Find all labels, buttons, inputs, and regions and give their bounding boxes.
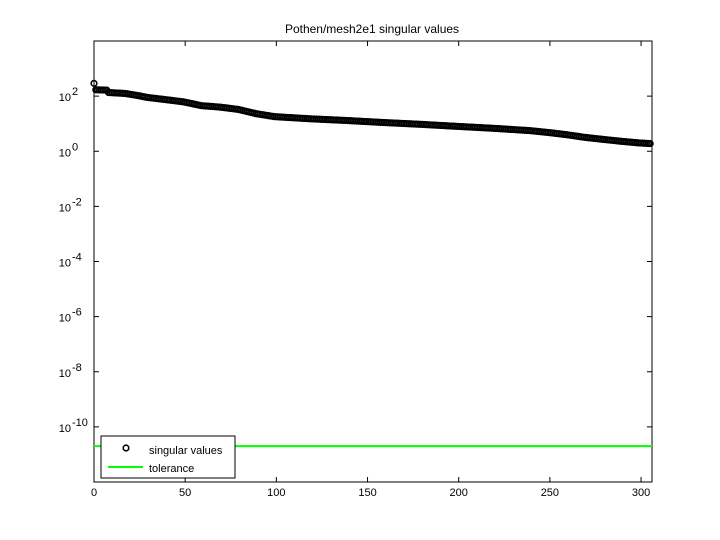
y-tick-exponent: -6 bbox=[72, 307, 82, 319]
y-tick-exponent: -4 bbox=[72, 252, 82, 264]
x-tick-label: 50 bbox=[179, 487, 191, 499]
y-tick-label: 10 bbox=[59, 368, 71, 380]
legend-box bbox=[100, 435, 236, 479]
y-tick-exponent: 2 bbox=[72, 86, 78, 98]
y-tick-label: 10 bbox=[59, 313, 71, 325]
y-tick-label: 10 bbox=[59, 423, 71, 435]
x-tick-label: 300 bbox=[632, 487, 650, 499]
y-tick-label: 10 bbox=[59, 202, 71, 214]
legend-label-singular-values: singular values bbox=[149, 445, 223, 457]
y-tick-exponent: -2 bbox=[72, 196, 82, 208]
plot-frame bbox=[93, 40, 653, 483]
legend: singular values tolerance bbox=[100, 435, 236, 479]
y-tick-label: 10 bbox=[59, 92, 71, 104]
y-tick-exponent: 0 bbox=[72, 141, 78, 153]
x-tick-label: 250 bbox=[541, 487, 559, 499]
singular-value-point bbox=[646, 139, 654, 148]
legend-marker-singular-values bbox=[122, 444, 130, 452]
y-tick-exponent: -8 bbox=[72, 362, 82, 374]
x-axis: 0 50 100 150 200 250 300 bbox=[91, 41, 650, 499]
legend-label-tolerance: tolerance bbox=[149, 463, 194, 475]
y-tick-label: 10 bbox=[59, 258, 71, 270]
x-tick-label: 200 bbox=[450, 487, 468, 499]
chart-title: Pothen/mesh2e1 singular values bbox=[285, 22, 459, 36]
x-tick-label: 0 bbox=[91, 487, 97, 499]
y-tick-label: 10 bbox=[59, 147, 71, 159]
x-tick-label: 150 bbox=[358, 487, 376, 499]
x-tick-label: 100 bbox=[267, 487, 285, 499]
singular-value-point bbox=[90, 79, 98, 87]
y-tick-exponent: -10 bbox=[72, 417, 88, 429]
plot-area bbox=[90, 79, 654, 448]
